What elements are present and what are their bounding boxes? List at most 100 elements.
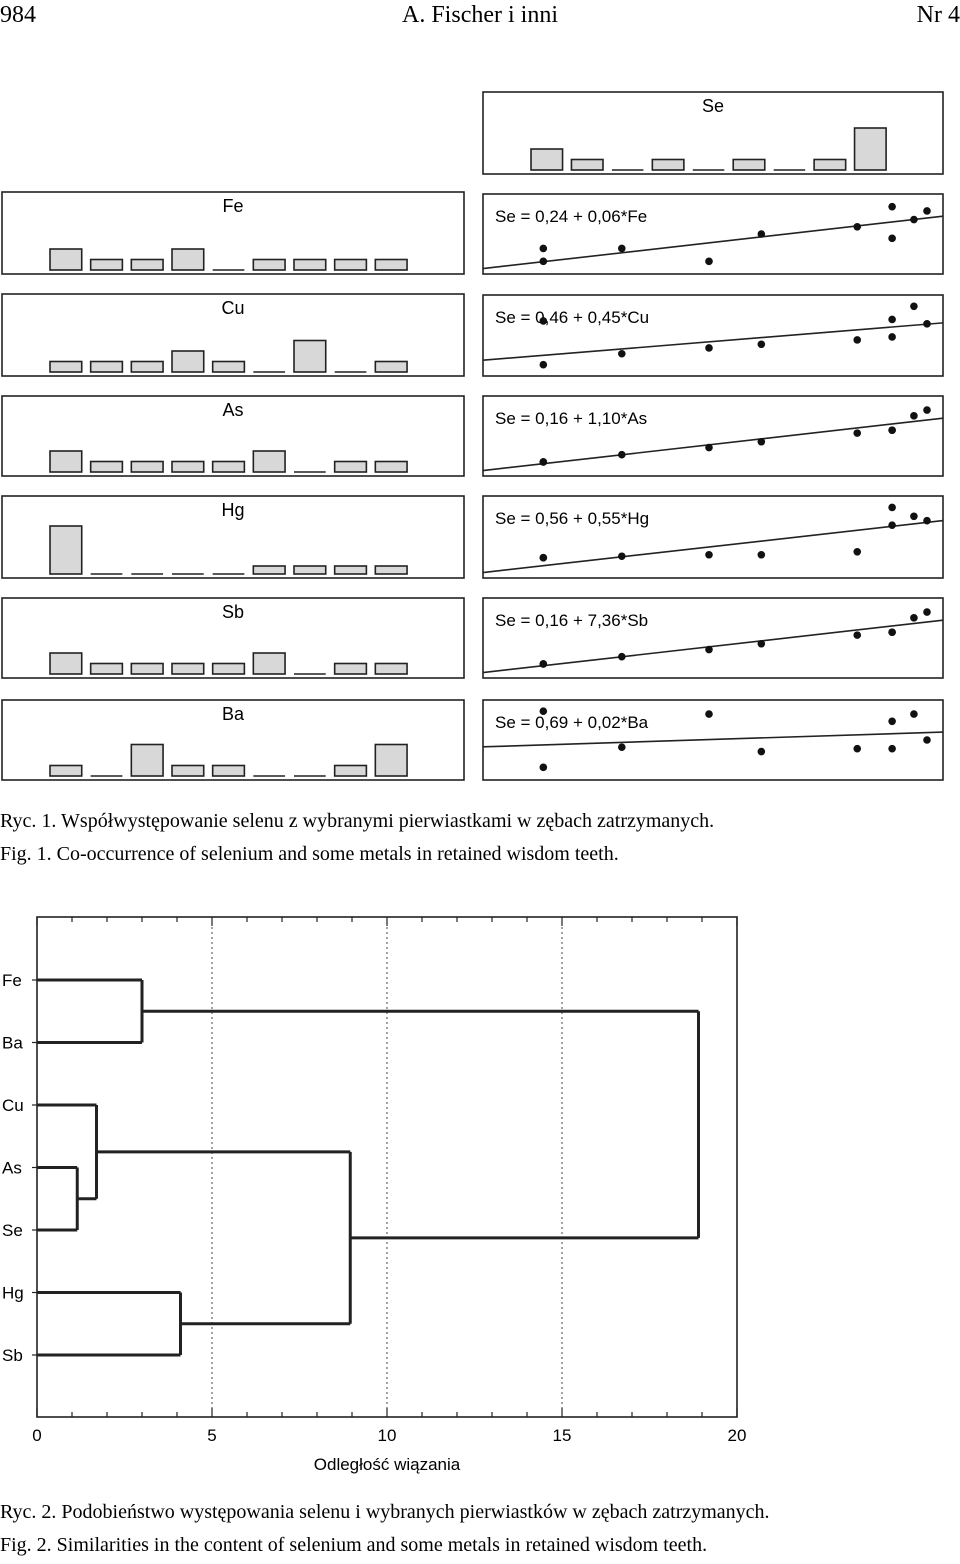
scatter-point (539, 660, 548, 668)
regression-equation: Se = 0,16 + 7,36*Sb (495, 611, 648, 630)
scatter-point (618, 652, 626, 661)
scatter-point (757, 550, 766, 559)
histogram-bar (651, 158, 685, 171)
figure-1-caption-en: Fig. 1. Co-occurrence of selenium and so… (0, 843, 619, 865)
histogram-bar (89, 258, 124, 271)
histogram-bar (130, 360, 164, 373)
scatter-panel-frame (482, 193, 944, 275)
scatter-point (923, 320, 931, 328)
scatter-point (757, 437, 766, 446)
x-tick-label: 15 (553, 1426, 572, 1445)
scatter-point (539, 244, 548, 253)
x-tick-label: 5 (207, 1426, 216, 1445)
figure-2-caption-pl: Ryc. 2. Podobieństwo występowania selenu… (0, 1501, 770, 1523)
histogram-bar (333, 764, 368, 777)
scatter-point (888, 521, 896, 529)
histogram-bar (252, 258, 286, 271)
histogram-bar (89, 360, 124, 373)
histogram-panel-label: Cu (221, 298, 244, 318)
scatter-point (888, 202, 896, 211)
scatter-point (853, 429, 862, 437)
scatter-point (705, 344, 713, 352)
histogram-bar (171, 460, 205, 473)
scatter-point (705, 710, 713, 718)
histogram-bar (853, 127, 887, 171)
x-axis-label: Odległość wiązania (314, 1455, 461, 1474)
scatter-point (923, 406, 931, 414)
histogram-bar (570, 158, 604, 171)
leaf-label: Cu (2, 1096, 24, 1115)
regression-equation: Se = 0,46 + 0,45*Cu (495, 308, 649, 327)
x-tick-label: 0 (32, 1426, 41, 1445)
regression-line (482, 519, 944, 574)
scatter-point (888, 628, 896, 637)
scatter-point (923, 608, 931, 616)
leaf-label: Ba (2, 1034, 23, 1053)
scatter-point (923, 516, 931, 525)
histogram-panel-label: Ba (222, 704, 245, 724)
histogram-bar (293, 565, 327, 575)
histogram-bar (171, 248, 205, 271)
scatter-point (539, 458, 548, 466)
scatter-point (853, 631, 862, 639)
figure-1-caption-pl: Ryc. 1. Współwystępowanie selenu z wybra… (0, 810, 715, 832)
scatter-point (888, 503, 896, 512)
scatter-point (618, 450, 626, 459)
histogram-panel-label: Fe (222, 196, 243, 216)
histogram-bar (374, 565, 408, 575)
scatter-point (539, 763, 548, 772)
scatter-point (910, 614, 918, 622)
histogram-bar (333, 565, 368, 575)
histogram-bar (333, 258, 368, 271)
histogram-panel-label: Sb (222, 602, 244, 622)
scatter-point (853, 336, 862, 344)
scatter-point (705, 257, 713, 266)
histogram-bar (374, 360, 408, 373)
scatter-point (888, 333, 896, 341)
scatter-point (923, 736, 931, 744)
histogram-bar (374, 460, 408, 473)
histogram-bar (211, 360, 246, 373)
histogram-bar (49, 450, 83, 473)
regression-equation: Se = 0,16 + 1,10*As (495, 409, 647, 428)
histogram-bar (49, 652, 83, 675)
histogram-bar (252, 652, 286, 675)
histogram-bar (333, 662, 368, 675)
scatter-panel-frame (482, 395, 944, 477)
x-tick-label: 20 (728, 1426, 747, 1445)
histogram-bar (171, 662, 205, 675)
running-title: A. Fischer i inni (402, 2, 558, 28)
scatter-panel-frame (482, 597, 944, 679)
histogram-bar (211, 662, 246, 675)
scatter-point (705, 550, 713, 559)
histogram-bar (89, 460, 124, 473)
x-tick-label: 10 (378, 1426, 397, 1445)
regression-line (482, 417, 944, 472)
histogram-bar (171, 764, 205, 777)
leaf-label: Sb (2, 1346, 23, 1365)
scatter-point (923, 207, 931, 215)
histogram-panel-label: Hg (221, 500, 244, 520)
histogram-bar (252, 450, 286, 473)
regression-line (482, 215, 944, 270)
issue-number: Nr 4 (916, 2, 960, 28)
histogram-bar (130, 662, 164, 675)
figure-1-chart: Se Fe Cu As Hg Sb Ba Se = 0,24 + 0,06*Fe Se = 0,… (1, 91, 944, 781)
leaf-label: As (2, 1159, 22, 1178)
histogram-bar (374, 662, 408, 675)
scatter-point (757, 747, 766, 756)
scatter-point (910, 302, 918, 311)
scatter-point (888, 426, 896, 435)
scatter-point (853, 548, 862, 556)
leaf-label: Fe (2, 971, 22, 990)
histogram-bar (130, 743, 164, 777)
scatter-point (618, 743, 626, 751)
histogram-bar (171, 350, 205, 373)
histogram-bar (374, 743, 408, 777)
regression-equation: Se = 0,56 + 0,55*Hg (495, 509, 649, 528)
scatter-point (910, 512, 918, 521)
regression-line (482, 731, 944, 748)
scatter-point (539, 707, 548, 715)
scatter-point (888, 234, 896, 243)
scatter-point (853, 223, 862, 231)
